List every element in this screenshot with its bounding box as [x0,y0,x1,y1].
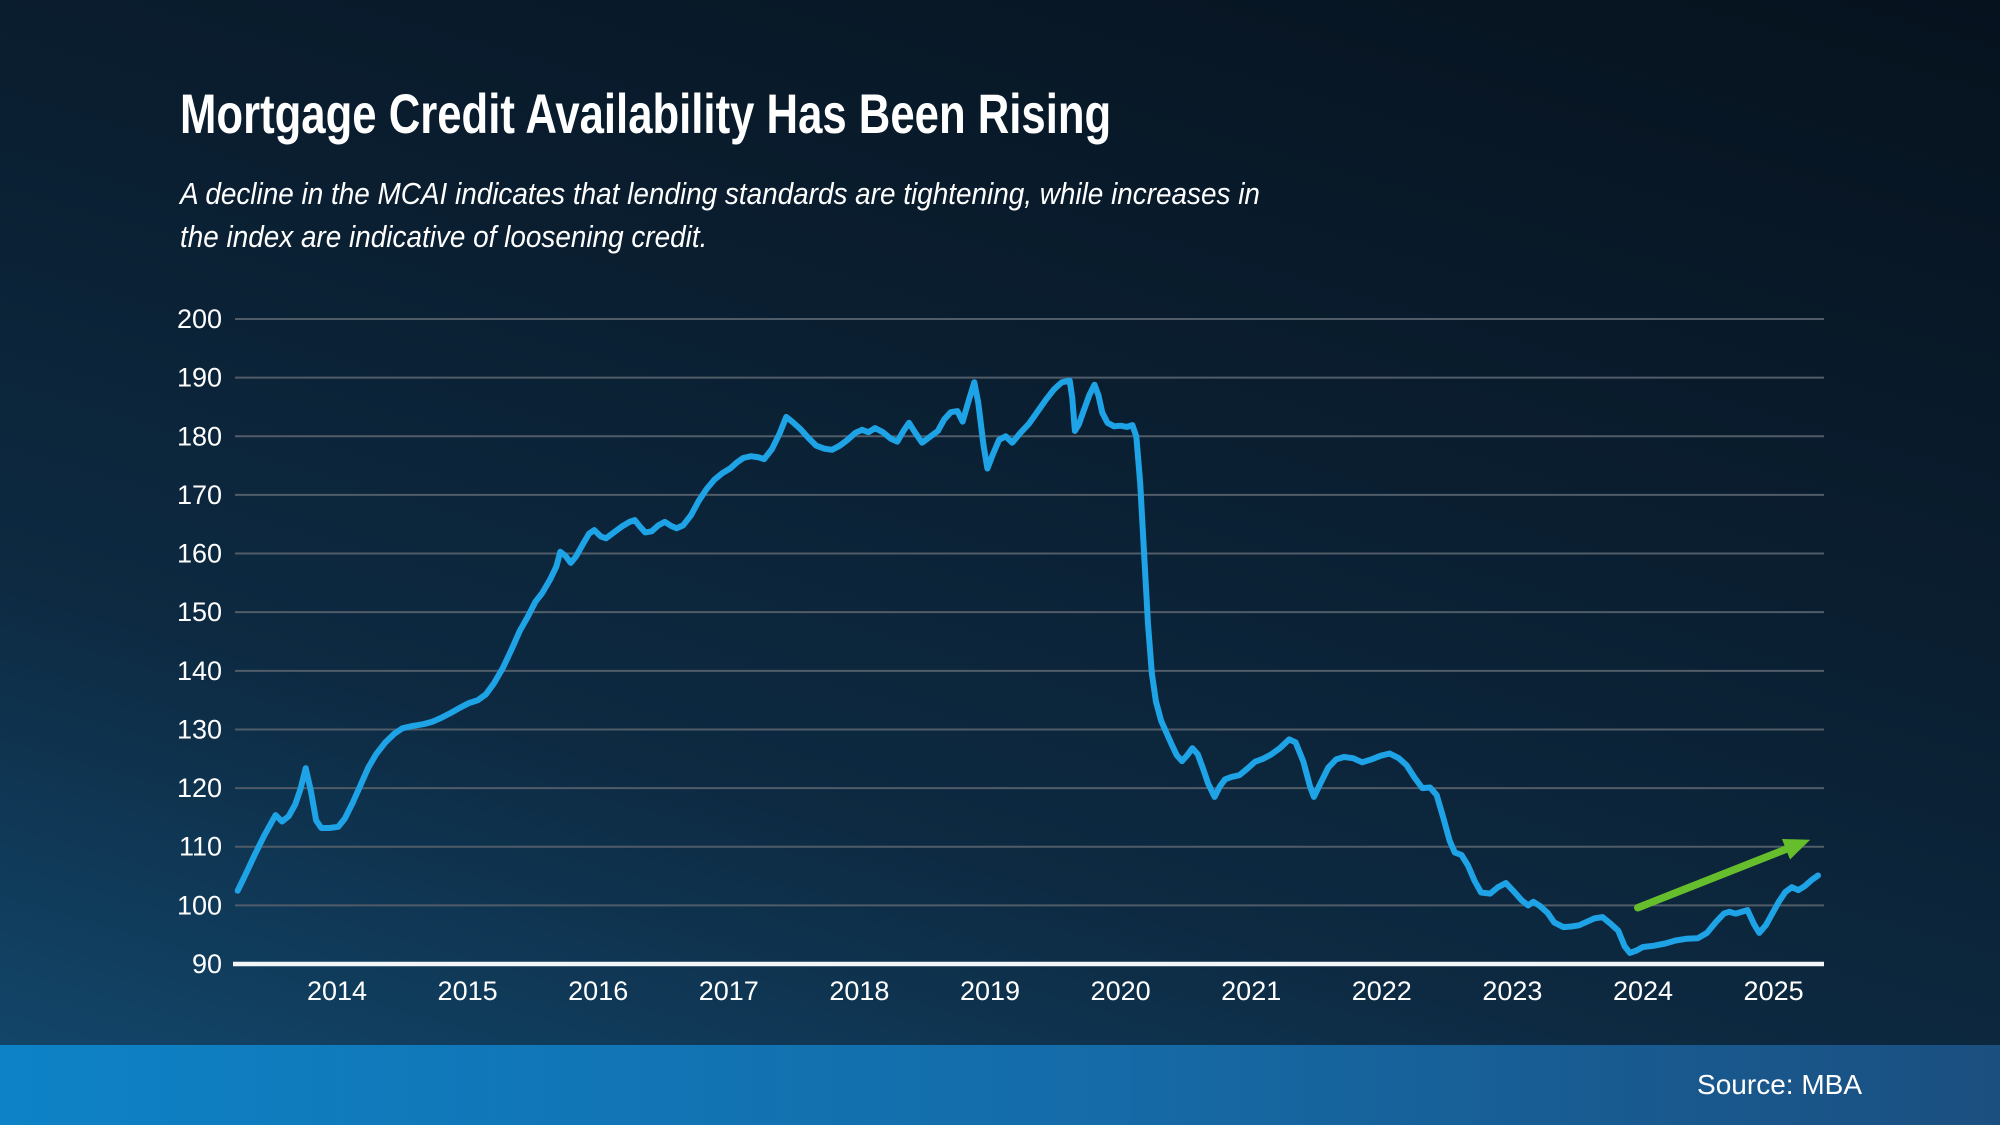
x-tick-label: 2024 [1613,976,1673,1006]
subtitle-line-2: the index are indicative of loosening cr… [180,219,708,254]
y-tick-label: 190 [177,363,222,393]
y-tick-label: 140 [177,656,222,686]
x-tick-label: 2018 [829,976,889,1006]
x-tick-label: 2025 [1744,976,1804,1006]
x-tick-label: 2016 [568,976,628,1006]
x-tick-label: 2021 [1221,976,1281,1006]
footer-band: Source: MBA [0,1045,2000,1125]
trend-arrow-head [1781,839,1811,860]
x-tick-label: 2020 [1091,976,1151,1006]
x-tick-label: 2017 [699,976,759,1006]
x-tick-label: 2022 [1352,976,1412,1006]
y-tick-label: 110 [179,832,222,862]
mcai-line [234,377,1821,956]
y-tick-label: 200 [177,304,222,334]
x-tick-label: 2019 [960,976,1020,1006]
source-label: Source: MBA [1697,1069,1862,1100]
y-tick-label: 120 [177,773,222,803]
y-tick-label: 100 [177,890,222,920]
y-tick-label: 160 [177,539,222,569]
y-tick-label: 180 [177,421,222,451]
trend-arrow-shaft [1634,845,1790,912]
y-tick-label: 170 [177,480,222,510]
page-subtitle: A decline in the MCAI indicates that len… [180,172,1260,258]
subtitle-line-1: A decline in the MCAI indicates that len… [180,176,1260,211]
y-tick-label: 130 [177,714,222,744]
y-tick-label: 150 [177,597,222,627]
x-tick-label: 2015 [438,976,498,1006]
x-tick-label: 2023 [1482,976,1542,1006]
x-tick-label: 2014 [307,976,367,1006]
y-tick-label: 90 [192,949,222,979]
page-title: Mortgage Credit Availability Has Been Ri… [180,82,1112,145]
